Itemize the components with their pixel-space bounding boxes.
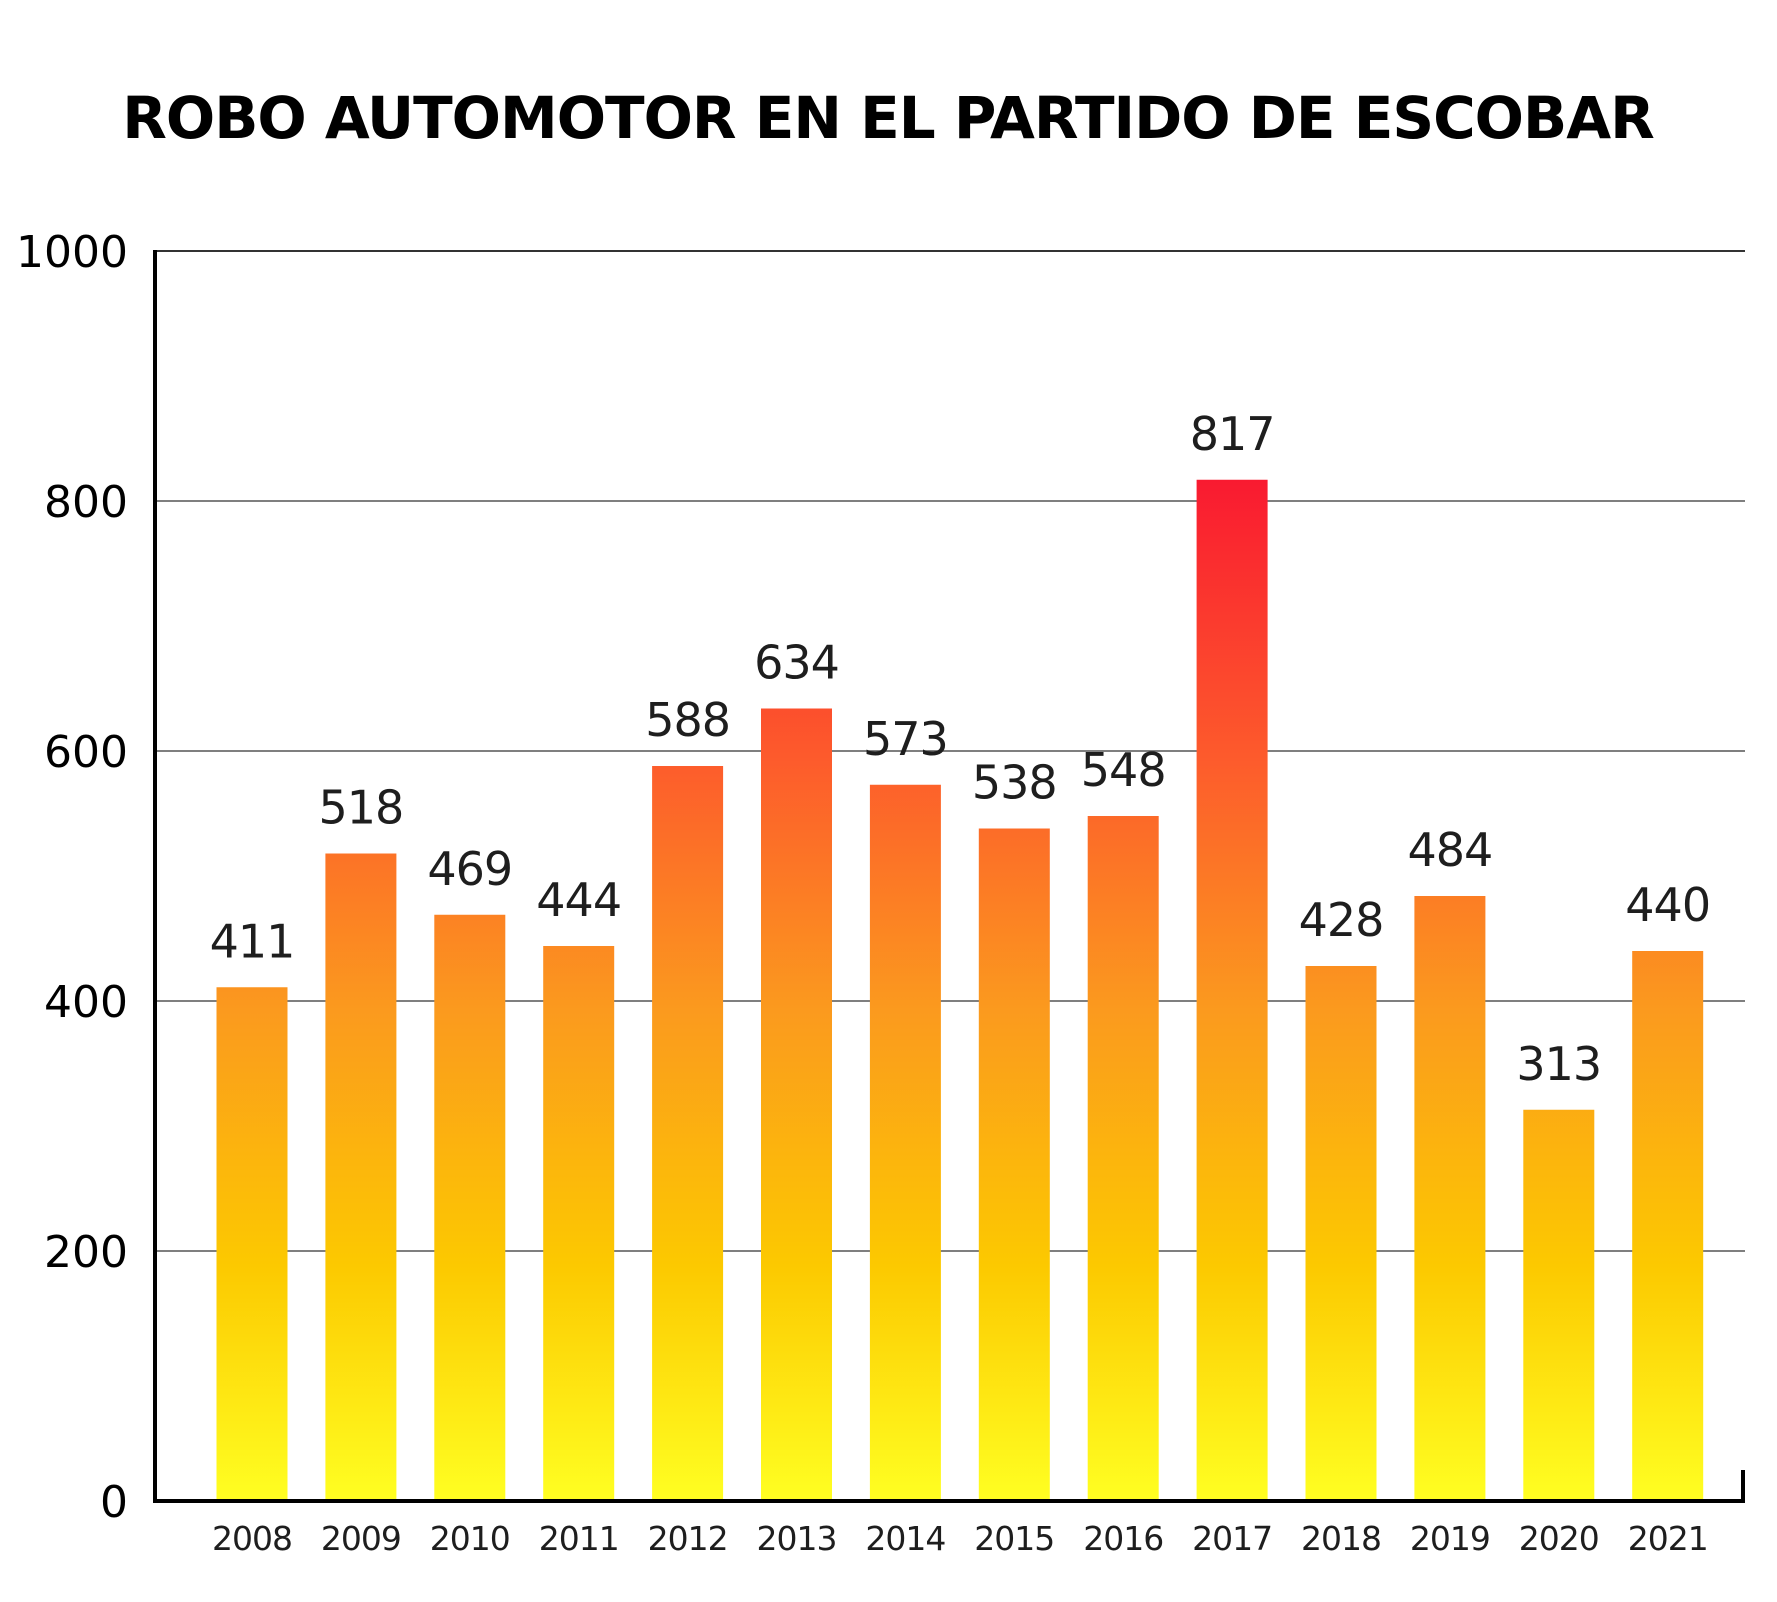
bar-2011	[543, 946, 615, 1501]
data-label-2014: 573	[863, 712, 948, 766]
data-label-2017: 817	[1190, 407, 1275, 461]
bar-2014	[869, 784, 941, 1501]
y-tick-label: 400	[44, 977, 128, 1028]
chart-title: ROBO AUTOMOTOR EN EL PARTIDO DE ESCOBAR	[122, 84, 1654, 152]
bar-2018	[1305, 966, 1377, 1501]
data-label-2009: 518	[318, 781, 403, 835]
x-tick-label-2018: 2018	[1301, 1519, 1381, 1558]
y-tick-label: 800	[44, 477, 128, 528]
y-tick-label: 200	[44, 1227, 128, 1278]
x-tick-label-2012: 2012	[648, 1519, 728, 1558]
y-tick-label: 0	[100, 1477, 128, 1528]
y-tick-label: 1000	[16, 227, 128, 278]
x-axis-tick-labels: 2008 2009 2010 2011 2012 2013 2014 2015 2016 2017…	[212, 1519, 1709, 1558]
bar-2012	[652, 766, 724, 1501]
x-tick-label-2020: 2020	[1519, 1519, 1599, 1558]
bar-2013	[761, 708, 832, 1501]
bar-2016	[1087, 816, 1159, 1501]
x-tick-label-2010: 2010	[430, 1519, 510, 1558]
bar-2021	[1632, 951, 1704, 1501]
bar-2010	[434, 914, 506, 1501]
x-tick-label-2011: 2011	[539, 1519, 619, 1558]
bar-2017	[1196, 479, 1268, 1501]
y-axis-tick-labels: 0 200 400 600 800 1000	[16, 227, 128, 1528]
x-tick-label-2017: 2017	[1192, 1519, 1272, 1558]
x-tick-label-2014: 2014	[865, 1519, 945, 1558]
bars	[216, 479, 1704, 1501]
y-tick-label: 600	[44, 727, 128, 778]
data-label-2016: 548	[1081, 743, 1166, 797]
x-tick-label-2015: 2015	[974, 1519, 1054, 1558]
data-label-2019: 484	[1407, 823, 1492, 877]
x-tick-label-2019: 2019	[1410, 1519, 1490, 1558]
data-label-2018: 428	[1299, 893, 1384, 947]
x-tick-label-2009: 2009	[321, 1519, 401, 1558]
data-label-2010: 469	[427, 842, 512, 896]
bar-2015	[978, 828, 1050, 1501]
data-label-2011: 444	[536, 873, 621, 927]
bar-2008	[216, 987, 288, 1501]
bar-2009	[325, 853, 397, 1501]
data-label-2015: 538	[972, 756, 1057, 810]
data-label-2012: 588	[645, 693, 730, 747]
x-tick-label-2013: 2013	[757, 1519, 837, 1558]
x-tick-label-2021: 2021	[1628, 1519, 1708, 1558]
x-tick-label-2016: 2016	[1083, 1519, 1163, 1558]
data-labels: 411 518 469 444 588 634 573 538 548 817 428 484 313 4…	[210, 407, 1712, 1091]
data-label-2008: 411	[210, 914, 295, 968]
data-label-2021: 440	[1625, 878, 1710, 932]
bar-2019	[1414, 896, 1486, 1501]
x-tick-label-2008: 2008	[212, 1519, 292, 1558]
data-label-2020: 313	[1516, 1037, 1601, 1091]
bar-2020	[1523, 1109, 1595, 1501]
data-label-2013: 634	[754, 636, 839, 690]
